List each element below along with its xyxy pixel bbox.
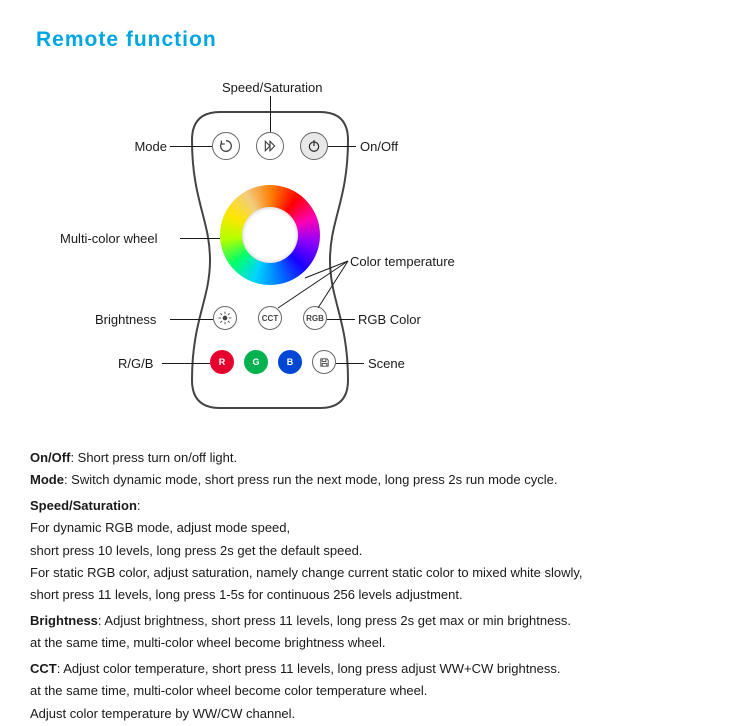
multi-color-wheel[interactable] <box>220 185 320 285</box>
r-button[interactable]: R <box>210 350 234 374</box>
label-speed-saturation: Speed/Saturation <box>222 80 322 95</box>
mode-button[interactable] <box>212 132 240 160</box>
label-brightness: Brightness <box>95 312 156 327</box>
desc-on-off-text: : Short press turn on/off light. <box>70 450 237 465</box>
description-block: On/Off: Short press turn on/off light. M… <box>30 448 714 726</box>
label-mode: Mode <box>107 139 167 154</box>
b-button[interactable]: B <box>278 350 302 374</box>
label-scene: Scene <box>368 356 405 371</box>
fast-forward-icon <box>263 139 277 153</box>
leader-line <box>336 363 364 364</box>
desc-cct-l2: at the same time, multi-color wheel beco… <box>30 681 714 701</box>
label-on-off: On/Off <box>360 139 398 154</box>
label-multi-color-wheel: Multi-color wheel <box>60 231 158 246</box>
desc-brightness-l2: at the same time, multi-color wheel beco… <box>30 633 714 653</box>
leader-line <box>327 319 355 320</box>
desc-brightness-text: : Adjust brightness, short press 11 leve… <box>98 613 571 628</box>
desc-speed-label: Speed/Saturation <box>30 498 137 513</box>
power-icon <box>307 139 321 153</box>
page-title: Remote function <box>36 28 217 52</box>
leader-line <box>170 319 213 320</box>
cct-button[interactable]: CCT <box>258 306 282 330</box>
brightness-icon <box>218 311 232 325</box>
brightness-button[interactable] <box>213 306 237 330</box>
desc-cct-label: CCT <box>30 661 57 676</box>
desc-speed-colon: : <box>137 498 141 513</box>
label-color-temperature: Color temperature <box>350 254 455 269</box>
cycle-icon <box>218 138 234 154</box>
desc-brightness-label: Brightness <box>30 613 98 628</box>
remote-diagram: CCT RGB R G B Speed/Saturation Mode On/O… <box>0 80 742 430</box>
leader-line <box>170 146 212 147</box>
rgb-mode-button[interactable]: RGB <box>303 306 327 330</box>
leader-line <box>328 146 356 147</box>
leader-line <box>270 96 271 132</box>
leader-line <box>180 238 220 239</box>
speed-saturation-button[interactable] <box>256 132 284 160</box>
desc-speed-l2: short press 10 levels, long press 2s get… <box>30 541 714 561</box>
desc-on-off-label: On/Off <box>30 450 70 465</box>
desc-cct-text: : Adjust color temperature, short press … <box>57 661 561 676</box>
desc-mode-text: : Switch dynamic mode, short press run t… <box>64 472 558 487</box>
power-button[interactable] <box>300 132 328 160</box>
desc-mode-label: Mode <box>30 472 64 487</box>
desc-speed-l3: For static RGB color, adjust saturation,… <box>30 563 714 583</box>
label-rgb-color: RGB Color <box>358 312 421 327</box>
label-r-g-b: R/G/B <box>118 356 153 371</box>
leader-line <box>162 363 210 364</box>
g-button[interactable]: G <box>244 350 268 374</box>
scene-button[interactable] <box>312 350 336 374</box>
desc-speed-l1: For dynamic RGB mode, adjust mode speed, <box>30 518 714 538</box>
save-icon <box>319 357 330 368</box>
desc-cct-l3: Adjust color temperature by WW/CW channe… <box>30 704 714 724</box>
desc-speed-l4: short press 11 levels, long press 1-5s f… <box>30 585 714 605</box>
